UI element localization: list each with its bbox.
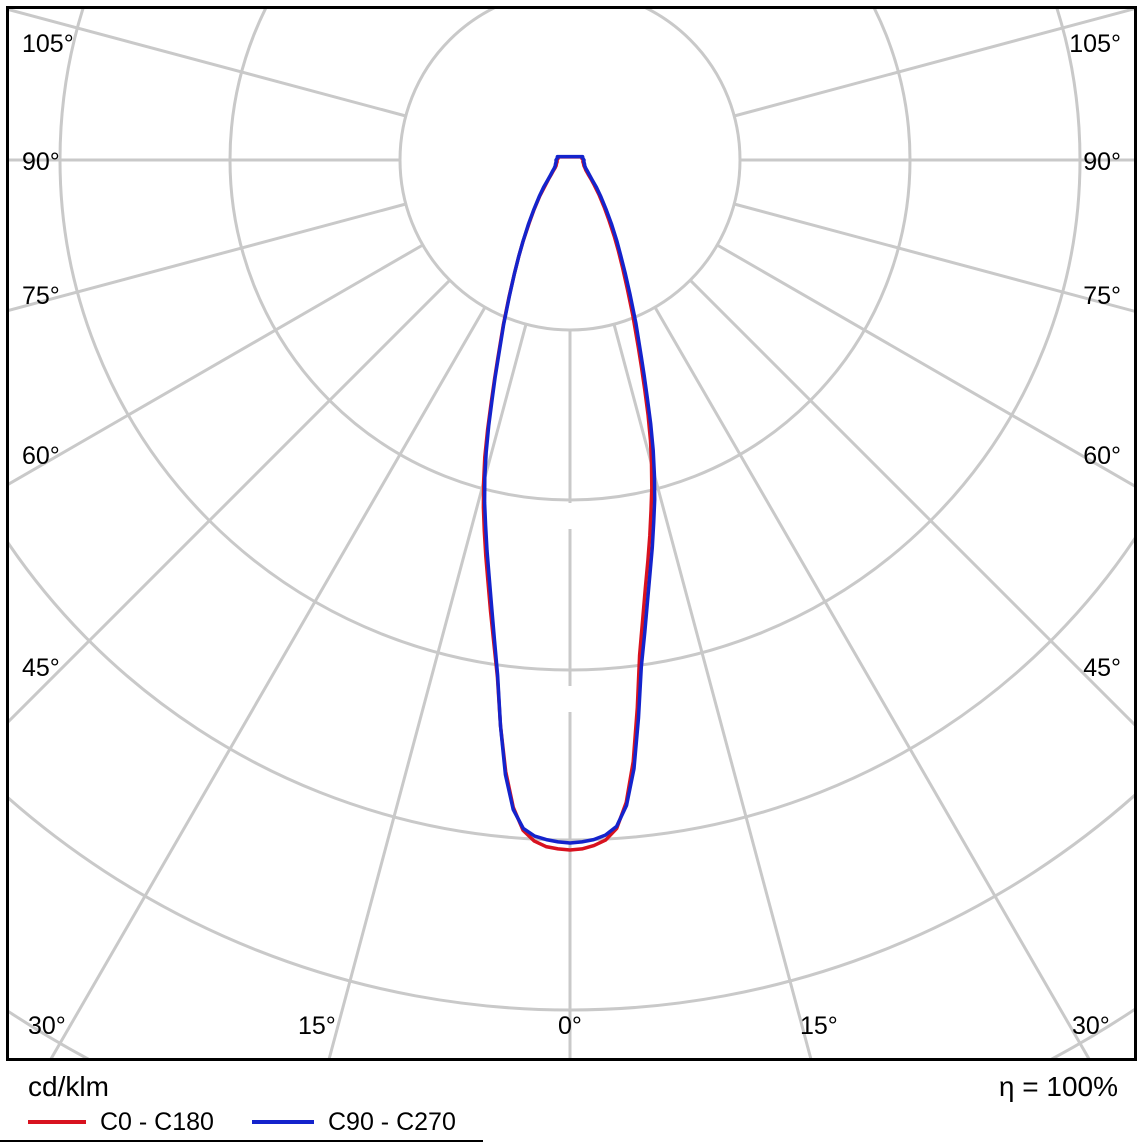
- angle-label: 15°: [800, 1012, 838, 1040]
- angle-label: 105°: [22, 30, 74, 58]
- grid-ray: [689, 279, 1134, 727]
- angle-label: 0°: [558, 1012, 582, 1040]
- grid-ray: [716, 243, 1134, 488]
- legend: cd/klm η = 100% C0 - C180 C90 - C270: [0, 1071, 1118, 1142]
- angle-label: 45°: [1083, 654, 1121, 682]
- grid-ray: [9, 279, 451, 724]
- unit-label: cd/klm: [28, 1071, 109, 1102]
- angle-label: 30°: [28, 1012, 66, 1040]
- angle-label: 105°: [1069, 30, 1121, 58]
- legend-label-c90-c270: C90 - C270: [328, 1108, 456, 1136]
- angle-labels: 105° 90° 75° 60° 45° 105° 90° 75° 60° 45° 30° 15° 0°…: [22, 30, 1121, 1040]
- axis-label-masks: [553, 503, 587, 712]
- grid-ray: [733, 9, 1134, 118]
- grid-ray: [49, 306, 487, 1058]
- grid-ray: [9, 202, 407, 312]
- scale-label-mask: [553, 503, 587, 529]
- angle-label: 60°: [22, 442, 60, 470]
- grid-ray: [9, 243, 424, 486]
- grid-ray: [733, 202, 1134, 313]
- curve-c90-c270: [482, 154, 657, 845]
- angle-label: 75°: [1083, 282, 1121, 310]
- grid-ray: [9, 9, 407, 118]
- legend-label-c0-c180: C0 - C180: [100, 1108, 214, 1136]
- grid-ray: [327, 323, 528, 1058]
- angle-label: 60°: [1083, 442, 1121, 470]
- intensity-curves: [481, 154, 657, 852]
- angle-label: 90°: [22, 148, 60, 176]
- scale-label-mask: [553, 686, 587, 712]
- angle-label: 90°: [1083, 148, 1121, 176]
- angle-label: 30°: [1072, 1012, 1110, 1040]
- angle-label: 15°: [298, 1012, 336, 1040]
- angle-label: 45°: [22, 654, 60, 682]
- efficiency-label: η = 100%: [999, 1071, 1118, 1102]
- angle-label: 75°: [22, 282, 60, 310]
- grid-ray: [653, 306, 1091, 1058]
- grid-ray: [612, 323, 813, 1058]
